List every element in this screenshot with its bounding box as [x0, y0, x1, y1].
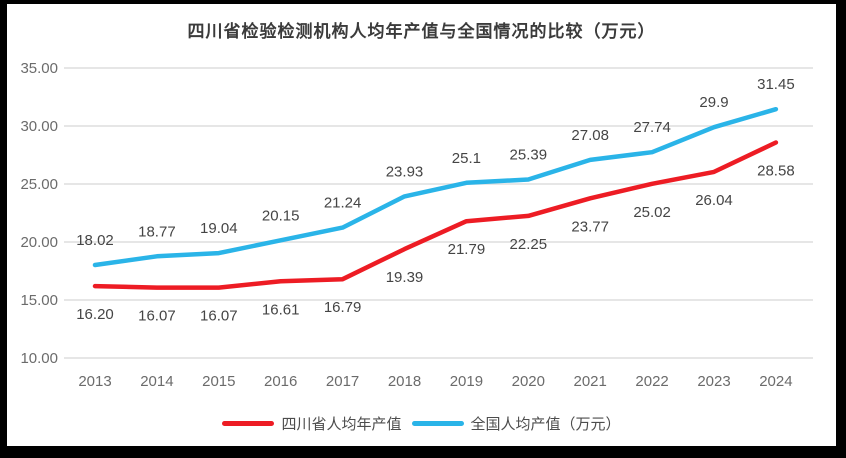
data-label-series0-2023: 26.04 [695, 192, 733, 209]
x-tick-label-2021: 2021 [574, 373, 607, 390]
plot-area: 35.00 30.00 25.00 20.00 15.00 10.00 2013 2014 20… [20, 60, 813, 390]
legend-item-sichuan: 四川省人均年产值 [222, 413, 402, 434]
legend-item-national: 全国人均产值（万元） [411, 413, 621, 434]
legend-swatch-national-icon [411, 421, 464, 426]
x-tick-label-2016: 2016 [264, 373, 297, 390]
y-tick-label: 35.00 [20, 60, 58, 77]
data-label-series1-2013: 18.02 [76, 232, 114, 249]
data-label-series0-2024: 28.58 [757, 162, 795, 179]
data-label-series1-2021: 27.08 [571, 127, 609, 144]
y-tick-label: 25.00 [20, 176, 58, 193]
x-tick-label-2019: 2019 [450, 373, 483, 390]
data-label-series1-2016: 20.15 [262, 207, 300, 224]
x-tick-label-2014: 2014 [140, 373, 173, 390]
y-tick-label: 15.00 [20, 292, 58, 309]
data-label-series0-2017: 16.79 [324, 299, 362, 316]
data-label-series0-2013: 16.20 [76, 306, 114, 323]
x-tick-label-2017: 2017 [326, 373, 359, 390]
data-label-series0-2019: 21.79 [448, 241, 486, 258]
data-label-series0-2020: 22.25 [510, 236, 548, 253]
data-label-series0-2022: 25.02 [633, 204, 671, 221]
y-tick-label: 20.00 [20, 234, 58, 251]
x-tick-label-2018: 2018 [388, 373, 421, 390]
legend-label-sichuan: 四川省人均年产值 [281, 416, 402, 433]
x-tick-label-2022: 2022 [635, 373, 668, 390]
data-label-series0-2015: 16.07 [200, 308, 238, 325]
data-label-series1-2014: 18.77 [138, 223, 176, 240]
data-label-series1-2017: 21.24 [324, 195, 362, 212]
chart-frame: 四川省检验检测机构人均年产值与全国情况的比较（万元） 35.00 30.00 25.… [7, 4, 836, 446]
legend-label-national: 全国人均产值（万元） [470, 416, 621, 433]
x-tick-label-2023: 2023 [697, 373, 730, 390]
data-label-series0-2021: 23.77 [571, 218, 609, 235]
legend-swatch-sichuan-icon [222, 421, 275, 426]
data-label-series0-2016: 16.61 [262, 301, 300, 318]
data-label-series1-2015: 19.04 [200, 220, 238, 237]
data-label-series1-2024: 31.45 [757, 76, 795, 93]
legend: 四川省人均年产值 全国人均产值（万元） [7, 413, 836, 434]
series-line-0 [92, 140, 779, 290]
data-label-series1-2023: 29.9 [699, 94, 728, 111]
x-tick-label-2020: 2020 [512, 373, 545, 390]
data-label-series1-2022: 27.74 [633, 119, 671, 136]
x-tick-label-2024: 2024 [759, 373, 792, 390]
y-tick-label: 10.00 [20, 350, 58, 367]
data-label-series0-2018: 19.39 [386, 269, 424, 286]
y-tick-label: 30.00 [20, 118, 58, 135]
data-label-series1-2018: 23.93 [386, 163, 424, 180]
series-line-1 [92, 106, 779, 268]
data-label-series1-2019: 25.1 [452, 150, 481, 167]
x-tick-label-2015: 2015 [202, 373, 235, 390]
data-label-series1-2020: 25.39 [510, 146, 548, 163]
x-tick-label-2013: 2013 [78, 373, 111, 390]
data-label-series0-2014: 16.07 [138, 308, 176, 325]
chart-title: 四川省检验检测机构人均年产值与全国情况的比较（万元） [187, 22, 656, 41]
